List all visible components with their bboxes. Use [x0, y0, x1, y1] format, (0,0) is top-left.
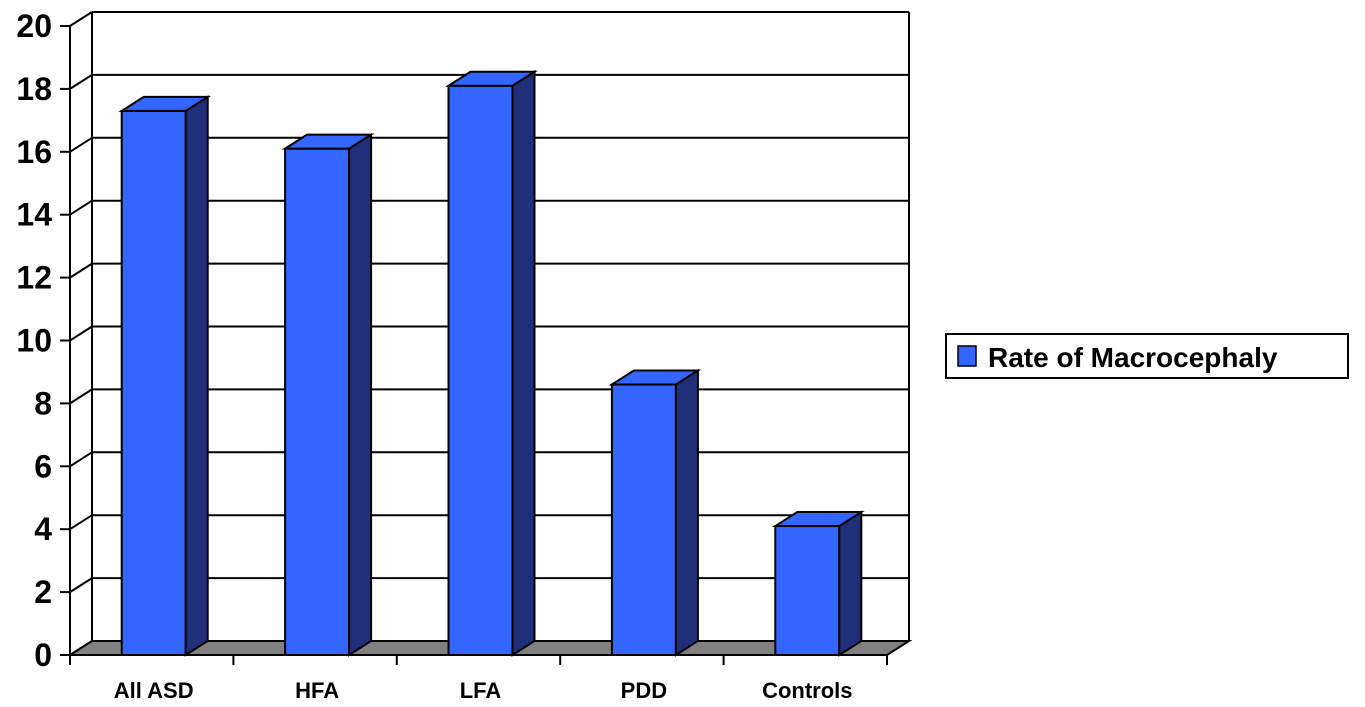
bar-front-face: [284, 147, 351, 656]
legend-box: [945, 333, 1349, 379]
legend-swatch: [957, 345, 977, 367]
bar-top-face: [445, 70, 538, 87]
bars: [118, 69, 865, 657]
x-tick-label: LFA: [460, 678, 502, 703]
x-tick-label: All ASD: [114, 678, 194, 703]
bar-top-face: [118, 95, 212, 112]
y-tick-label: 16: [16, 134, 52, 170]
bar-front-face: [120, 109, 187, 657]
side-wall-tick: [69, 74, 93, 90]
bar-front-face: [447, 84, 514, 656]
bar-top-face: [281, 133, 375, 150]
x-tick-label: Controls: [762, 678, 852, 703]
bar-side-face: [838, 510, 863, 657]
bar-pdd: [608, 368, 702, 657]
y-tick-label: 4: [34, 511, 52, 547]
y-tick-label: 0: [34, 637, 52, 673]
x-tick-label: HFA: [295, 678, 339, 703]
side-wall-tick: [69, 514, 93, 531]
bar-hfa: [281, 132, 375, 657]
side-wall-tick: [69, 199, 93, 216]
side-wall-tick: [69, 262, 93, 279]
bar-side-face: [511, 69, 536, 657]
bar-front-face: [774, 525, 841, 656]
bar-front-face: [610, 383, 677, 656]
side-wall-tick: [69, 325, 93, 342]
y-tick-label: 8: [34, 385, 52, 421]
y-tick-label: 12: [16, 260, 52, 296]
y-tick-label: 2: [34, 574, 52, 610]
side-wall-tick: [69, 11, 93, 27]
bar-top-face: [771, 511, 865, 528]
x-tick-label: PDD: [621, 678, 667, 703]
side-wall-tick: [69, 577, 93, 593]
y-tick-label: 10: [16, 323, 52, 359]
y-tick-label: 20: [16, 8, 52, 44]
bar-lfa: [445, 69, 538, 657]
x-tick-labels: All ASD HFA LFA PDD Controls: [114, 678, 853, 703]
side-wall-tick: [69, 136, 93, 153]
y-tick-labels: 0 2 4 6 8 10 12 14 16 18 20: [16, 8, 52, 673]
y-tick-label: 18: [16, 71, 52, 107]
bar-all-asd: [118, 95, 212, 657]
y-tick-label: 14: [16, 197, 52, 233]
bar-side-face: [184, 95, 209, 657]
side-wall-tick: [69, 388, 93, 405]
legend: Rate of Macrocephaly: [945, 333, 1349, 379]
legend-label: Rate of Macrocephaly: [988, 342, 1278, 373]
bar-side-face: [674, 368, 699, 657]
bar-top-face: [608, 369, 702, 386]
side-wall-tick: [69, 451, 93, 468]
bar-side-face: [348, 132, 373, 657]
y-tick-label: 6: [34, 448, 52, 484]
bar-controls: [771, 510, 865, 657]
